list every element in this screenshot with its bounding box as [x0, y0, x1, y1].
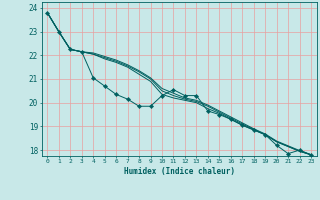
X-axis label: Humidex (Indice chaleur): Humidex (Indice chaleur) [124, 167, 235, 176]
